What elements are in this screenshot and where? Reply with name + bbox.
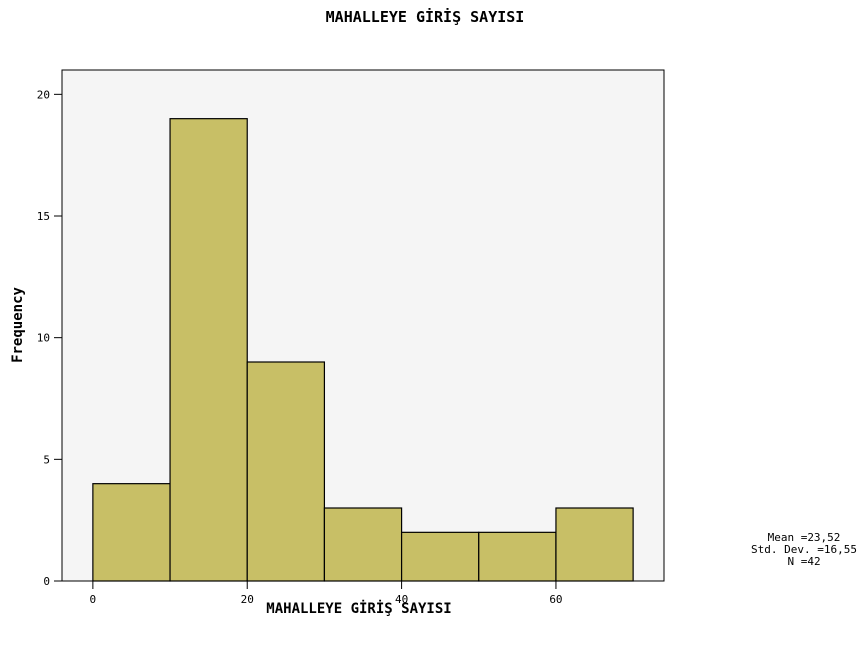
histogram-bar bbox=[92, 483, 171, 582]
histogram-bar bbox=[555, 507, 634, 582]
y-tick-label: 20 bbox=[37, 88, 50, 101]
y-axis: 0 5 10 15 20 bbox=[37, 88, 62, 588]
x-tick-label: 60 bbox=[549, 593, 562, 606]
histogram-bar bbox=[478, 531, 557, 582]
histogram-bar bbox=[400, 531, 480, 582]
y-tick-label: 0 bbox=[43, 575, 50, 588]
y-axis-title: Frequency bbox=[10, 287, 26, 363]
histogram-bar bbox=[169, 118, 248, 582]
histogram-bar bbox=[246, 361, 326, 582]
y-tick-label: 5 bbox=[43, 453, 50, 466]
y-tick-label: 15 bbox=[37, 210, 50, 223]
stats-std-dev: Std. Dev. =16,55 bbox=[751, 543, 857, 556]
stats-box: Mean =23,52 Std. Dev. =16,55 N =42 bbox=[751, 532, 857, 568]
histogram-bars bbox=[92, 118, 634, 582]
x-axis: 0 20 40 60 bbox=[90, 581, 563, 606]
stats-n: N =42 bbox=[787, 555, 821, 568]
x-tick-label: 0 bbox=[90, 593, 97, 606]
stats-mean: Mean =23,52 bbox=[767, 531, 841, 544]
y-tick-label: 10 bbox=[37, 332, 50, 345]
x-tick-label: 40 bbox=[395, 593, 408, 606]
histogram-bar bbox=[323, 507, 403, 582]
chart-title: MAHALLEYE GİRİŞ SAYISI bbox=[326, 7, 525, 26]
x-tick-label: 20 bbox=[241, 593, 254, 606]
x-axis-title: MAHALLEYE GİRİŞ SAYISI bbox=[266, 600, 451, 617]
